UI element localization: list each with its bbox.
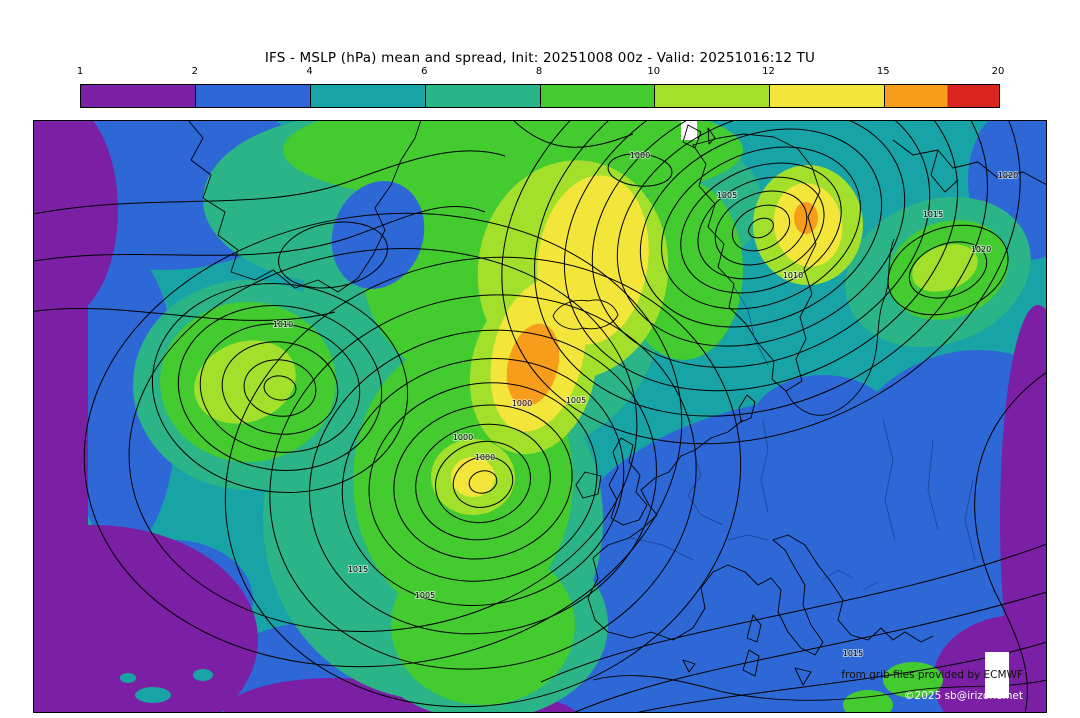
colorbar-segment [425, 85, 541, 107]
colorbar-tick-labels: 1 2 4 6 8 10 12 15 20 [76, 66, 1005, 80]
colorbar-segment [770, 85, 886, 107]
contour-label: 1000 [512, 399, 532, 408]
coast-britain [608, 437, 648, 526]
map-top-gap [681, 120, 697, 140]
colorbar-segment [195, 85, 311, 107]
contour-label: 1010 [273, 320, 293, 329]
contour-label: 1015 [923, 210, 943, 219]
coast-iceland [552, 299, 619, 330]
colorbar-tick-label: 2 [191, 66, 198, 77]
coast-arctic-russia [892, 139, 1047, 193]
colorbar-segment [655, 85, 771, 107]
spread-level-purple [33, 120, 1047, 713]
map-frame [33, 120, 1047, 713]
colorbar-tick-label: 20 [991, 66, 1005, 77]
coast-islands [682, 614, 812, 686]
colorbar-tick-label: 4 [306, 66, 313, 77]
coast-north-africa [592, 675, 1047, 701]
contour-label: 1010 [783, 271, 803, 280]
contour-label: 1005 [717, 191, 737, 200]
logo-box [985, 652, 1009, 698]
contour-label: 1005 [415, 591, 435, 600]
coast-scandinavia [692, 133, 821, 392]
isobar-contours [33, 120, 1047, 713]
coast-denmark [738, 394, 756, 423]
colorbar-segment [540, 85, 656, 107]
credits-copyright: ©2025 sb@irizone.net [904, 690, 1023, 702]
country-borders [630, 284, 976, 591]
contour-label: 1020 [971, 245, 991, 254]
spread-colorbar [80, 84, 1000, 108]
contour-label: 1020 [998, 171, 1018, 180]
colorbar-tick-label: 12 [762, 66, 775, 77]
coast-mainland-europe [587, 419, 934, 656]
chart-title: IFS - MSLP (hPa) mean and spread, Init: … [264, 50, 816, 66]
colorbar-tick-label: 1 [76, 66, 84, 77]
colorbar-tick-label: 10 [647, 66, 661, 77]
colorbar-segment [310, 85, 426, 107]
coast-ireland [575, 471, 602, 499]
colorbar-segment [81, 85, 196, 107]
spread-fill [33, 120, 1047, 713]
contour-label: 1000 [475, 453, 495, 462]
coast-greenland [187, 120, 422, 293]
contour-label: 1000 [453, 433, 473, 442]
colorbar-tick-label: 6 [421, 66, 428, 77]
colorbar-segment [885, 85, 999, 107]
credits-provider: from grib files provided by ECMWF [841, 669, 1023, 681]
colorbar-tick-label: 8 [535, 66, 543, 77]
map-area: 1000 1000 1005 1000 1005 1015 1010 1000 1005 1010… [33, 120, 1047, 713]
contour-label: 1000 [630, 151, 650, 160]
contour-label: 1015 [348, 565, 368, 574]
colorbar-tick-label: 15 [876, 66, 890, 77]
spread-detail-patches [120, 181, 425, 703]
contour-label: 1015 [843, 649, 863, 658]
contour-labels: 1000 1000 1005 1000 1005 1015 1010 1000 1005 1010… [272, 150, 1019, 659]
contour-label: 1005 [566, 396, 586, 405]
weather-map: 1000 1000 1005 1000 1005 1015 1010 1000 1005 1010… [33, 120, 1047, 713]
